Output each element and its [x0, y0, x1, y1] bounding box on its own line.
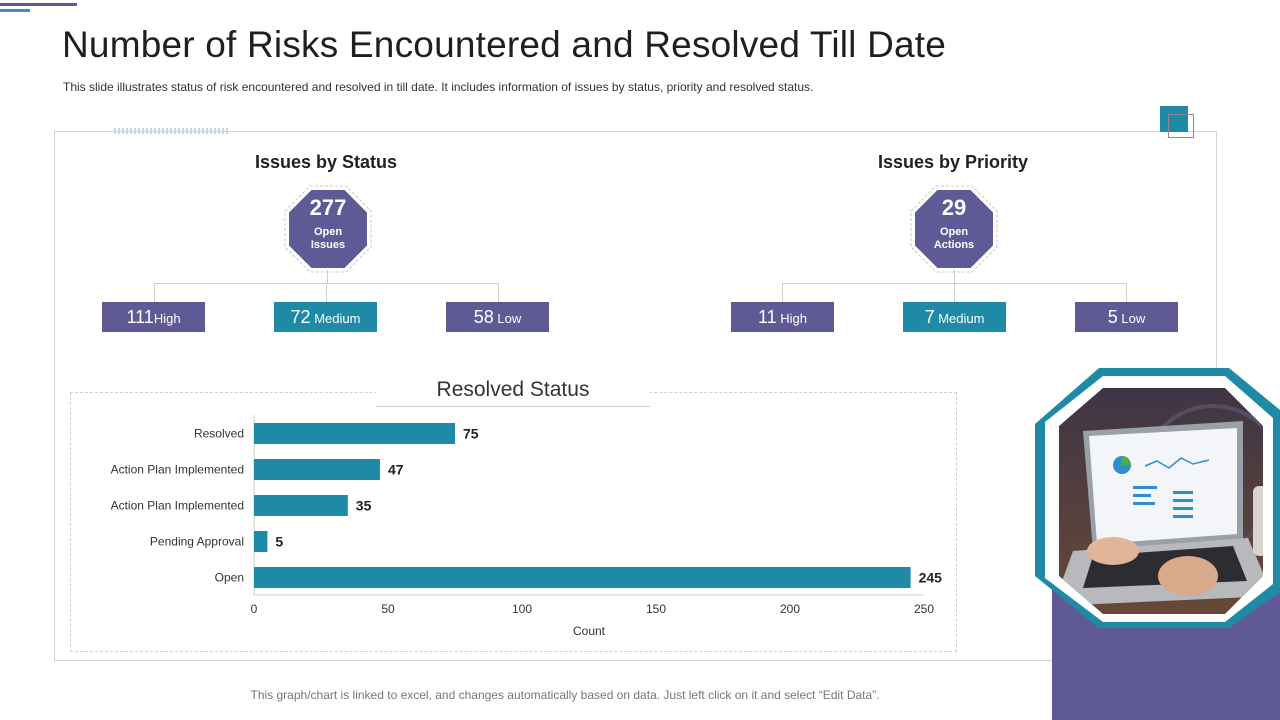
- priority-total-value: 29: [941, 195, 967, 220]
- priority-high-box: 11 High: [731, 302, 834, 332]
- status-medium-value: 72: [290, 307, 311, 327]
- priority-total-label: Open Actions: [910, 226, 998, 252]
- status-connector-stem: [327, 270, 328, 283]
- priority-connector-stem: [954, 270, 955, 283]
- status-connector-mid: [326, 283, 327, 303]
- bar: [254, 531, 268, 552]
- status-total-label: Open Issues: [284, 226, 372, 252]
- priority-total-label-line2: Actions: [933, 239, 975, 251]
- bars-group: Resolved 75 Action Plan Implemented 47 Actio…: [111, 415, 943, 638]
- priority-connector-mid: [954, 283, 955, 303]
- priority-medium-value: 7: [924, 307, 935, 327]
- x-tick-label: 150: [646, 602, 666, 616]
- bar: [254, 423, 455, 444]
- laptop-analytics-photo: [1035, 368, 1280, 628]
- status-medium-label: Medium: [310, 311, 361, 326]
- category-label: Action Plan Implemented: [111, 499, 244, 513]
- status-heading: Issues by Status: [254, 152, 398, 172]
- priority-heading: Issues by Priority: [877, 152, 1029, 172]
- data-label: 75: [463, 426, 479, 442]
- page-title: Number of Risks Encountered and Resolved…: [62, 24, 947, 65]
- priority-medium-label: Medium: [934, 311, 985, 326]
- decorative-line-blue: [0, 9, 30, 12]
- category-label: Pending Approval: [150, 535, 244, 549]
- data-label: 35: [356, 498, 372, 514]
- priority-medium-box: 7 Medium: [903, 302, 1006, 332]
- category-label: Open: [215, 571, 244, 585]
- x-tick-label: 50: [381, 602, 395, 616]
- status-high-label: High: [153, 311, 181, 326]
- x-tick-label: 200: [780, 602, 800, 616]
- status-low-box: 58 Low: [446, 302, 549, 332]
- data-label: 245: [919, 570, 943, 586]
- status-total-label-line2: Issues: [310, 239, 346, 251]
- chart-title: Resolved Status: [436, 378, 590, 401]
- category-label: Resolved: [194, 427, 244, 441]
- status-low-label: Low: [493, 311, 522, 326]
- x-tick-label: 250: [914, 602, 934, 616]
- octagon-shape: [910, 185, 998, 273]
- priority-high-value: 11: [757, 307, 777, 327]
- category-label: Action Plan Implemented: [111, 463, 244, 477]
- priority-low-value: 5: [1107, 307, 1118, 327]
- priority-low-box: 5 Low: [1075, 302, 1178, 332]
- status-total-label-line1: Open: [313, 226, 343, 238]
- status-total-value: 277: [309, 195, 347, 220]
- status-high-value: 111: [126, 307, 154, 327]
- data-label: 5: [275, 534, 283, 550]
- octagon-shape: [284, 185, 372, 273]
- priority-high-label: High: [776, 311, 808, 326]
- status-medium-box: 72 Medium: [274, 302, 377, 332]
- bar: [254, 495, 348, 516]
- x-axis-title: Count: [573, 624, 606, 638]
- corner-square-outline: [1168, 114, 1194, 138]
- page-subtitle: This slide illustrates status of risk en…: [63, 80, 814, 94]
- data-label: 47: [388, 462, 404, 478]
- status-low-value: 58: [473, 307, 494, 327]
- priority-total-label-line1: Open: [939, 226, 969, 238]
- panel-dotted-accent: [114, 128, 230, 134]
- priority-low-label: Low: [1117, 311, 1146, 326]
- corner-square-filled: [1160, 106, 1188, 132]
- bar: [254, 459, 380, 480]
- priority-total-badge: 29 Open Actions: [910, 185, 998, 273]
- x-tick-label: 0: [251, 602, 258, 616]
- bar: [254, 567, 911, 588]
- footer-note: This graph/chart is linked to excel, and…: [250, 688, 880, 702]
- decorative-line-purple: [0, 3, 77, 6]
- x-tick-label: 100: [512, 602, 532, 616]
- resolved-status-chart: Resolved 75 Action Plan Implemented 47 Actio…: [111, 415, 943, 638]
- chart-title-background: [376, 375, 650, 407]
- status-total-badge: 277 Open Issues: [284, 185, 372, 273]
- status-high-box: 111High: [102, 302, 205, 332]
